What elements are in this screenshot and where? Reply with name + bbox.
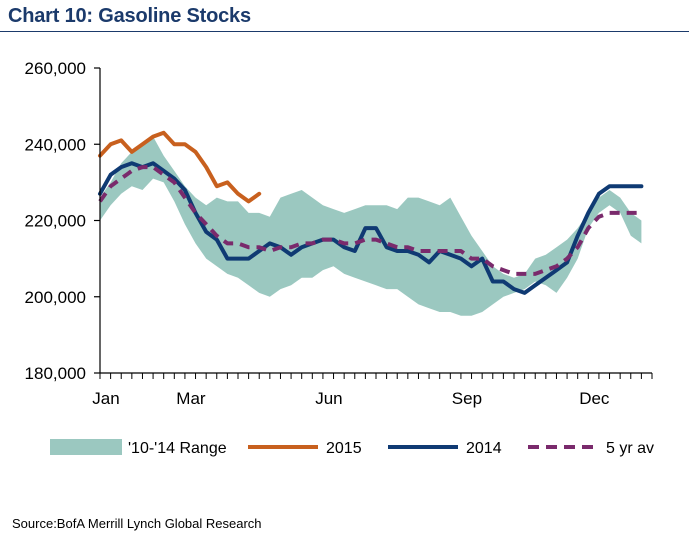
- x-tick-label: Jun: [315, 389, 342, 408]
- legend-label-10-14-range: '10-'14 Range: [128, 440, 227, 457]
- y-tick-label: 240,000: [25, 135, 86, 154]
- axes-layer: 260,000 240,000 220,000 200,000 180,000 Jan Ma…: [25, 59, 653, 408]
- x-tick-label: Jan: [92, 389, 119, 408]
- source-note: Source:BofA Merrill Lynch Global Researc…: [12, 516, 262, 531]
- x-tick-label: Mar: [176, 389, 206, 408]
- legend-label-5-yr-av: 5 yr av: [606, 440, 654, 457]
- legend-label-2014: 2014: [466, 440, 502, 457]
- legend-label-2015: 2015: [326, 440, 362, 457]
- series-lines-layer: [98, 130, 644, 295]
- y-tick-label: 200,000: [25, 288, 86, 307]
- y-tick-label: 220,000: [25, 212, 86, 231]
- series-line-2014: [98, 161, 644, 295]
- legend-swatch-10-14-range: [50, 439, 122, 455]
- x-tick-label: Dec: [579, 389, 610, 408]
- y-tick-label: 180,000: [25, 364, 86, 383]
- legend: '10-'14 Range 2015 2014 5 yr av: [50, 439, 654, 457]
- chart-title: Chart 10: Gasoline Stocks: [8, 5, 251, 27]
- y-tick-label: 260,000: [25, 59, 86, 78]
- x-tick-label: Sep: [452, 389, 482, 408]
- series-line-2015: [98, 130, 262, 204]
- title-divider: [0, 31, 689, 32]
- series-line-5-yr-av: [98, 165, 642, 276]
